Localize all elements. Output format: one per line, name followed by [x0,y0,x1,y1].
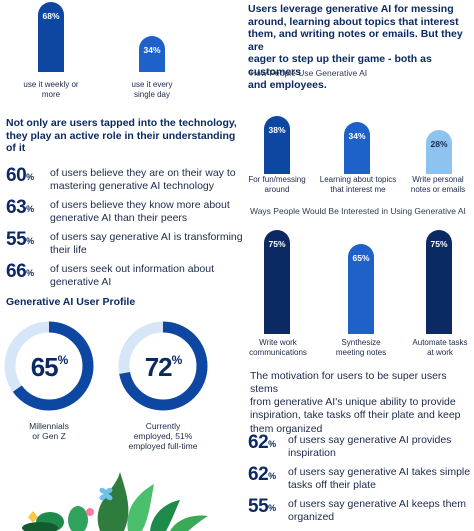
stat-know-more: 63% of users believe they know more abou… [6,197,230,224]
bar-daily-value: 34% [143,45,161,55]
usage-frequency-chart: 68% 34% use it weekly or more use it ever… [0,0,240,110]
interest-chart: 75% 65% 75% Write work communications Syn… [240,220,474,360]
bar-automate-label: Automate tasks at work [412,338,468,357]
bar-learning-label: Learning about topics that interest me [319,175,397,194]
profile-donuts [4,321,208,411]
plant-leaf [150,500,180,531]
bar-meeting-notes-value: 65% [352,253,370,263]
interest-chart-title: Ways People Would Be Interested in Using… [250,206,466,216]
bar-learning: 34% [344,122,370,174]
bar-meeting-notes: 65% [348,244,374,334]
plant-illustration [22,472,208,531]
bar-learning-value: 34% [348,131,366,141]
stat-transforming: 55% of users say generative AI is transf… [6,229,243,256]
bar-weekly-label: use it weekly or more [23,80,79,99]
bar-work-comms-label: Write work communications [249,338,307,357]
stat-seek-info: 66% of users seek out information about g… [6,261,215,288]
butterfly-icon [99,487,113,501]
use-chart-title: How People Use Generative AI [250,68,368,78]
bar-personal-label: Write personal notes or emails [410,175,466,194]
bar-weekly-value: 68% [42,11,60,21]
stat-inspiration: 62% of users say generative AI provides i… [248,432,452,459]
stat-organized: 55% of users say generative AI keeps the… [248,496,467,523]
bar-work-comms: 75% [264,230,290,334]
bar-fun-value: 38% [268,125,286,135]
flower-icon [28,511,38,523]
donut-arc-millennials [4,321,94,411]
donut-label-employed: Currently employed, 51% employed full-time [128,421,198,452]
bar-meeting-notes-label: Synthesize meeting notes [335,338,387,357]
stat-mastering: 60% of users believe they are on their w… [6,165,236,192]
bar-fun: 38% [264,116,290,174]
plant-leaf [22,522,58,531]
bar-weekly: 68% [38,2,64,72]
bar-work-comms-value: 75% [268,239,286,249]
bar-daily: 34% [139,36,165,72]
plant-leaf [97,472,129,531]
use-chart: 38% 34% 28% For fun/messing around Learni… [240,80,474,200]
right-intro: Users leverage generative AI for messing… [248,3,463,91]
bar-automate-value: 75% [430,239,448,249]
plant-leaf [68,506,88,531]
left-heading: Not only are users tapped into the techn… [6,117,237,155]
donut-value-millennials: 65% [30,352,69,382]
plant-leaf [127,484,154,531]
motivation-text: The motivation for users to be super use… [250,370,461,435]
stat-simple-tasks: 62% of users say generative AI takes sim… [248,464,471,491]
bar-fun-label: For fun/messing around [248,175,306,194]
donut-label-millennials: Millennials or Gen Z [29,421,69,442]
bar-automate: 75% [426,230,452,334]
bar-daily-label: use it every single day [131,80,173,99]
donut-arc-employed [118,321,208,411]
bar-personal-value: 28% [430,139,448,149]
plant-leaf [170,515,208,531]
donut-value-employed: 72% [144,352,183,382]
profile-title: Generative AI User Profile [6,296,136,308]
bar-personal: 28% [426,130,452,174]
flower-icon [86,508,94,516]
